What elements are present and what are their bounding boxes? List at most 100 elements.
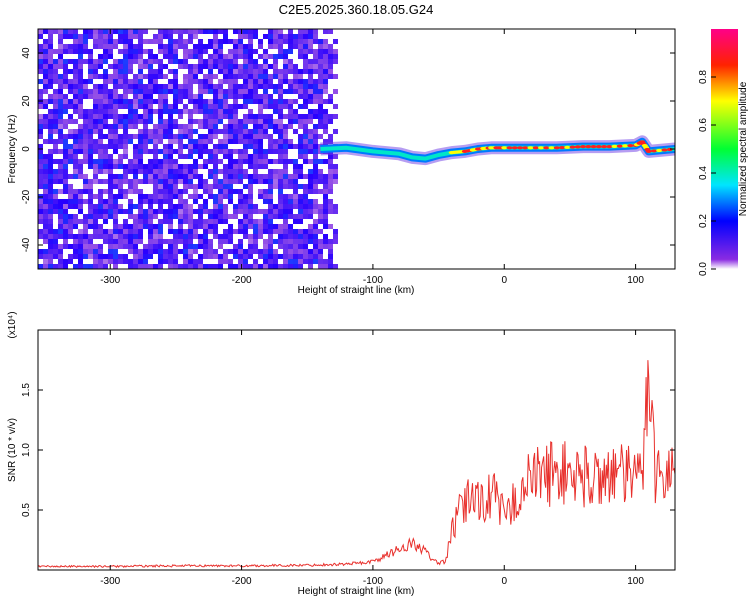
spectrogram-cell xyxy=(98,229,103,234)
spectrogram-cell xyxy=(138,199,143,204)
spectrogram-cell xyxy=(278,169,283,174)
spectrogram-cell xyxy=(313,219,318,224)
spectrogram-cell xyxy=(183,179,188,184)
spectrogram-cell xyxy=(268,174,273,179)
spectrogram-cell xyxy=(243,114,248,119)
spectrogram-cell xyxy=(58,74,63,79)
spectrogram-cell xyxy=(178,224,183,229)
spectrogram-cell xyxy=(38,104,43,109)
spectrogram-cell xyxy=(283,104,288,109)
spectrogram-cell xyxy=(268,124,273,129)
spectrogram-cell xyxy=(253,239,258,244)
spectrogram-cell xyxy=(183,184,188,189)
spectrogram-cell xyxy=(288,204,293,209)
spectrogram-cell xyxy=(243,94,248,99)
ridge-peak xyxy=(611,144,618,148)
spectrogram-cell xyxy=(93,244,98,249)
ridge-peak xyxy=(622,144,629,148)
spectrogram-cell xyxy=(123,239,128,244)
spectrogram-cell xyxy=(118,184,123,189)
spectrogram-cell xyxy=(273,44,278,49)
spectrogram-cell xyxy=(273,54,278,59)
spectrogram-cell xyxy=(243,144,248,149)
spectrogram-cell xyxy=(133,164,138,169)
spectrogram-cell xyxy=(38,94,43,99)
spectrogram-cell xyxy=(108,139,113,144)
spectrogram-cell xyxy=(83,94,88,99)
spectrogram-cell xyxy=(328,99,333,104)
spectrogram-cell xyxy=(103,49,108,54)
colorbar-tick-label: 0.2 xyxy=(698,214,709,228)
spectrogram-cell xyxy=(243,149,248,154)
spectrogram-cell xyxy=(83,84,88,89)
spectrogram-cell xyxy=(63,149,68,154)
spectrogram-cell xyxy=(243,154,248,159)
spectrogram-cell xyxy=(308,139,313,144)
spectrogram-cell xyxy=(68,174,73,179)
spectrogram-cell xyxy=(298,254,303,259)
spectrogram-cell xyxy=(228,89,233,94)
spectrogram-cell xyxy=(43,79,48,84)
spectrogram-cell xyxy=(218,184,223,189)
spectrogram-cell xyxy=(198,149,203,154)
spectrogram-cell xyxy=(123,254,128,259)
spectrogram-cell xyxy=(303,59,308,64)
spectrogram-cell xyxy=(73,39,78,44)
spectrogram-cell xyxy=(228,259,233,264)
spectrogram-cell xyxy=(138,129,143,134)
ridge-peak xyxy=(522,146,529,150)
spectrogram-cell xyxy=(263,179,268,184)
spectrogram-cell xyxy=(193,149,198,154)
spectrogram-cell xyxy=(323,239,328,244)
spectrogram-cell xyxy=(178,34,183,39)
spectrogram-cell xyxy=(153,209,158,214)
spectrogram-cell xyxy=(223,219,228,224)
spectrogram-cell xyxy=(73,214,78,219)
spectrogram-cell xyxy=(323,59,328,64)
spectrogram-cell xyxy=(313,164,318,169)
spectrogram-cell xyxy=(108,134,113,139)
spectrogram-cell xyxy=(263,79,268,84)
spectrogram-cell xyxy=(208,149,213,154)
spectrogram-cell xyxy=(278,134,283,139)
spectrogram-cell xyxy=(163,64,168,69)
spectrogram-cell xyxy=(78,204,83,209)
spectrogram-cell xyxy=(108,49,113,54)
spectrogram-cell xyxy=(203,139,208,144)
spectrogram-y-label: Frequency (Hz) xyxy=(7,115,18,184)
spectrogram-cell xyxy=(253,149,258,154)
spectrogram-cell xyxy=(268,264,273,269)
spectrogram-cell xyxy=(308,239,313,244)
spectrogram-cell xyxy=(263,259,268,264)
spectrogram-cell xyxy=(158,119,163,124)
spectrogram-cell xyxy=(283,154,288,159)
spectrogram-cell xyxy=(133,89,138,94)
spectrogram-cell xyxy=(163,159,168,164)
spectrogram-cell xyxy=(63,169,68,174)
spectrogram-cell xyxy=(63,184,68,189)
spectrogram-cell xyxy=(273,264,278,269)
spectrogram-cell xyxy=(163,109,168,114)
spectrogram-cell xyxy=(258,134,263,139)
spectrogram-cell xyxy=(178,189,183,194)
spectrogram-cell xyxy=(93,254,98,259)
spectrogram-cell xyxy=(123,34,128,39)
spectrogram-cell xyxy=(118,259,123,264)
spectrogram-cell xyxy=(148,174,153,179)
spectrogram-cell xyxy=(258,124,263,129)
spectrogram-cell xyxy=(193,224,198,229)
spectrogram-cell xyxy=(318,104,323,109)
spectrogram-cell xyxy=(73,29,78,34)
spectrogram-cell xyxy=(83,219,88,224)
spectrogram-cell xyxy=(78,94,83,99)
spectrogram-cell xyxy=(153,189,158,194)
spectrogram-cell xyxy=(63,229,68,234)
spectrogram-cell xyxy=(308,109,313,114)
spectrogram-cell xyxy=(73,189,78,194)
spectrogram-cell xyxy=(83,139,88,144)
spectrogram-cell xyxy=(78,249,83,254)
spectrogram-cell xyxy=(108,99,113,104)
spectrogram-cell xyxy=(153,174,158,179)
spectrogram-cell xyxy=(263,84,268,89)
